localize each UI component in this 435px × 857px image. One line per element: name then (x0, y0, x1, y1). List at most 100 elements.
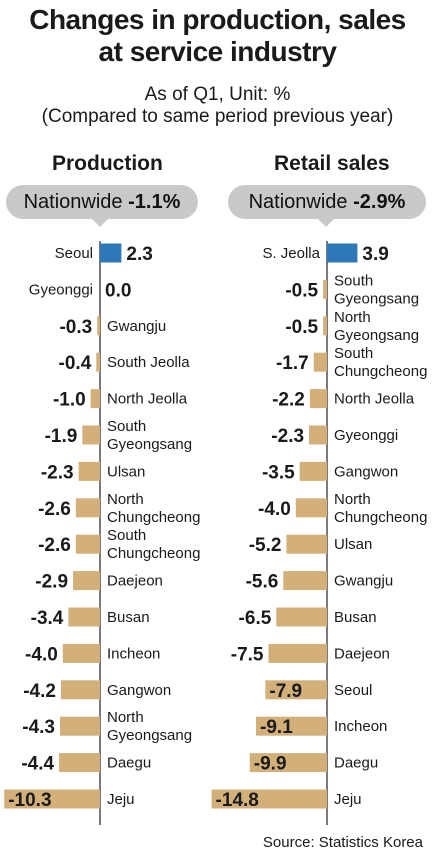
retail-nationwide-label: Nationwide (248, 191, 348, 213)
production-bar (78, 461, 100, 481)
production-value-label: -10.3 (8, 790, 51, 811)
production-value-label: -4.2 (23, 681, 56, 702)
retail-value-label: -14.8 (216, 790, 259, 811)
production-category-label: Daegu (107, 755, 151, 772)
retail-bar (313, 352, 327, 372)
production-bar (60, 680, 100, 700)
retail-bar (286, 534, 327, 554)
production-category-label: North Gyeongsang (107, 709, 192, 744)
production-value-label: -1.9 (45, 426, 78, 447)
retail-sales-header: Retail sales (274, 152, 390, 175)
retail-value-label: -7.9 (269, 681, 302, 702)
retail-bar (256, 716, 327, 736)
production-category-label: North Chungcheong (107, 491, 200, 526)
retail-value-label: -3.5 (262, 462, 295, 483)
retail-category-label: South Chungcheong (334, 345, 427, 380)
production-value-label: -2.3 (41, 462, 74, 483)
production-bar (60, 716, 100, 736)
production-bar (73, 571, 100, 591)
production-bar (100, 243, 122, 263)
retail-value-label: -2.2 (272, 390, 305, 411)
production-category-label: South Jeolla (107, 354, 190, 371)
retail-bar (323, 279, 327, 299)
production-bar (59, 753, 100, 773)
production-category-label: Incheon (107, 645, 160, 662)
production-bar (96, 352, 100, 372)
retail-value-label: -2.3 (271, 426, 304, 447)
production-value-label: -0.3 (59, 317, 92, 338)
production-category-label: Gyeonggi (29, 281, 93, 298)
production-bar (75, 498, 100, 518)
retail-value-label: -5.6 (246, 572, 279, 593)
production-bar (75, 534, 100, 554)
retail-bar (283, 571, 327, 591)
retail-nationwide-value: -2.9% (353, 191, 406, 213)
retail-category-label: Gyeonggi (334, 427, 398, 444)
retail-category-label: Daegu (334, 755, 378, 772)
production-category-label: Jeju (107, 791, 135, 808)
retail-bar (299, 461, 327, 481)
retail-value-label: -9.9 (254, 754, 287, 775)
retail-category-label: Gangwon (334, 463, 398, 480)
source-note: Source: Statistics Korea (262, 834, 423, 851)
retail-bar (327, 243, 358, 263)
production-bar (62, 643, 100, 663)
production-bar (90, 389, 100, 409)
production-value-label: -4.4 (21, 754, 54, 775)
retail-category-label: Jeju (334, 791, 362, 808)
production-category-label: North Jeolla (107, 391, 188, 408)
production-value-label: -1.0 (53, 390, 86, 411)
production-nationwide-badge: Nationwide -1.1% (6, 185, 198, 219)
retail-category-label: South Gyeongsang (334, 272, 419, 307)
production-value-label: -0.4 (59, 353, 92, 374)
production-value-label: -3.4 (31, 608, 64, 629)
retail-category-label: North Gyeongsang (334, 309, 419, 344)
retail-category-label: North Chungcheong (334, 491, 427, 526)
production-category-label: Daejeon (107, 573, 163, 590)
retail-bar (276, 607, 327, 627)
retail-category-label: Busan (334, 609, 377, 626)
retail-bar (265, 680, 327, 700)
retail-bar (323, 316, 327, 336)
production-category-label: South Gyeongsang (107, 418, 192, 453)
retail-bar (211, 789, 327, 809)
retail-bar (295, 498, 327, 518)
production-bar (97, 316, 100, 336)
retail-value-label: -6.5 (239, 608, 272, 629)
retail-value-label: -0.5 (285, 280, 318, 301)
retail-value-label: -1.7 (276, 353, 309, 374)
production-nationwide-label: Nationwide (23, 191, 123, 213)
production-category-label: South Chungcheong (107, 527, 200, 562)
subtitle-unit: As of Q1, Unit: % (144, 84, 291, 105)
production-category-label: Seoul (55, 245, 93, 262)
production-nationwide-value: -1.1% (128, 191, 181, 213)
production-header: Production (52, 152, 163, 175)
retail-category-label: Ulsan (334, 536, 372, 553)
retail-bar (309, 425, 327, 445)
retail-value-label: 3.9 (362, 244, 388, 265)
production-value-label: -4.0 (25, 644, 58, 665)
retail-category-label: Daejeon (334, 645, 390, 662)
chart-title-line1: Changes in production, sales (29, 4, 406, 35)
retail-category-label: S. Jeolla (262, 245, 320, 262)
retail-nationwide-badge: Nationwide -2.9% (228, 185, 426, 219)
retail-bar (268, 643, 327, 663)
retail-badge-pointer (318, 219, 334, 227)
production-category-label: Gwangju (107, 318, 166, 335)
production-bar (82, 425, 100, 445)
retail-category-label: Incheon (334, 718, 387, 735)
production-value-label: -2.6 (38, 535, 71, 556)
production-bar (4, 789, 101, 809)
production-badge-pointer (92, 219, 108, 227)
production-value-label: 0.0 (105, 280, 131, 301)
retail-value-label: -5.2 (249, 535, 282, 556)
subtitle-comparison: (Compared to same period previous year) (41, 106, 394, 127)
production-value-label: -2.6 (38, 499, 71, 520)
production-value-label: -4.3 (22, 717, 55, 738)
retail-value-label: -0.5 (285, 317, 318, 338)
production-category-label: Gangwon (107, 682, 171, 699)
retail-category-label: Gwangju (334, 573, 393, 590)
production-value-label: 2.3 (126, 244, 152, 265)
production-category-label: Busan (107, 609, 150, 626)
